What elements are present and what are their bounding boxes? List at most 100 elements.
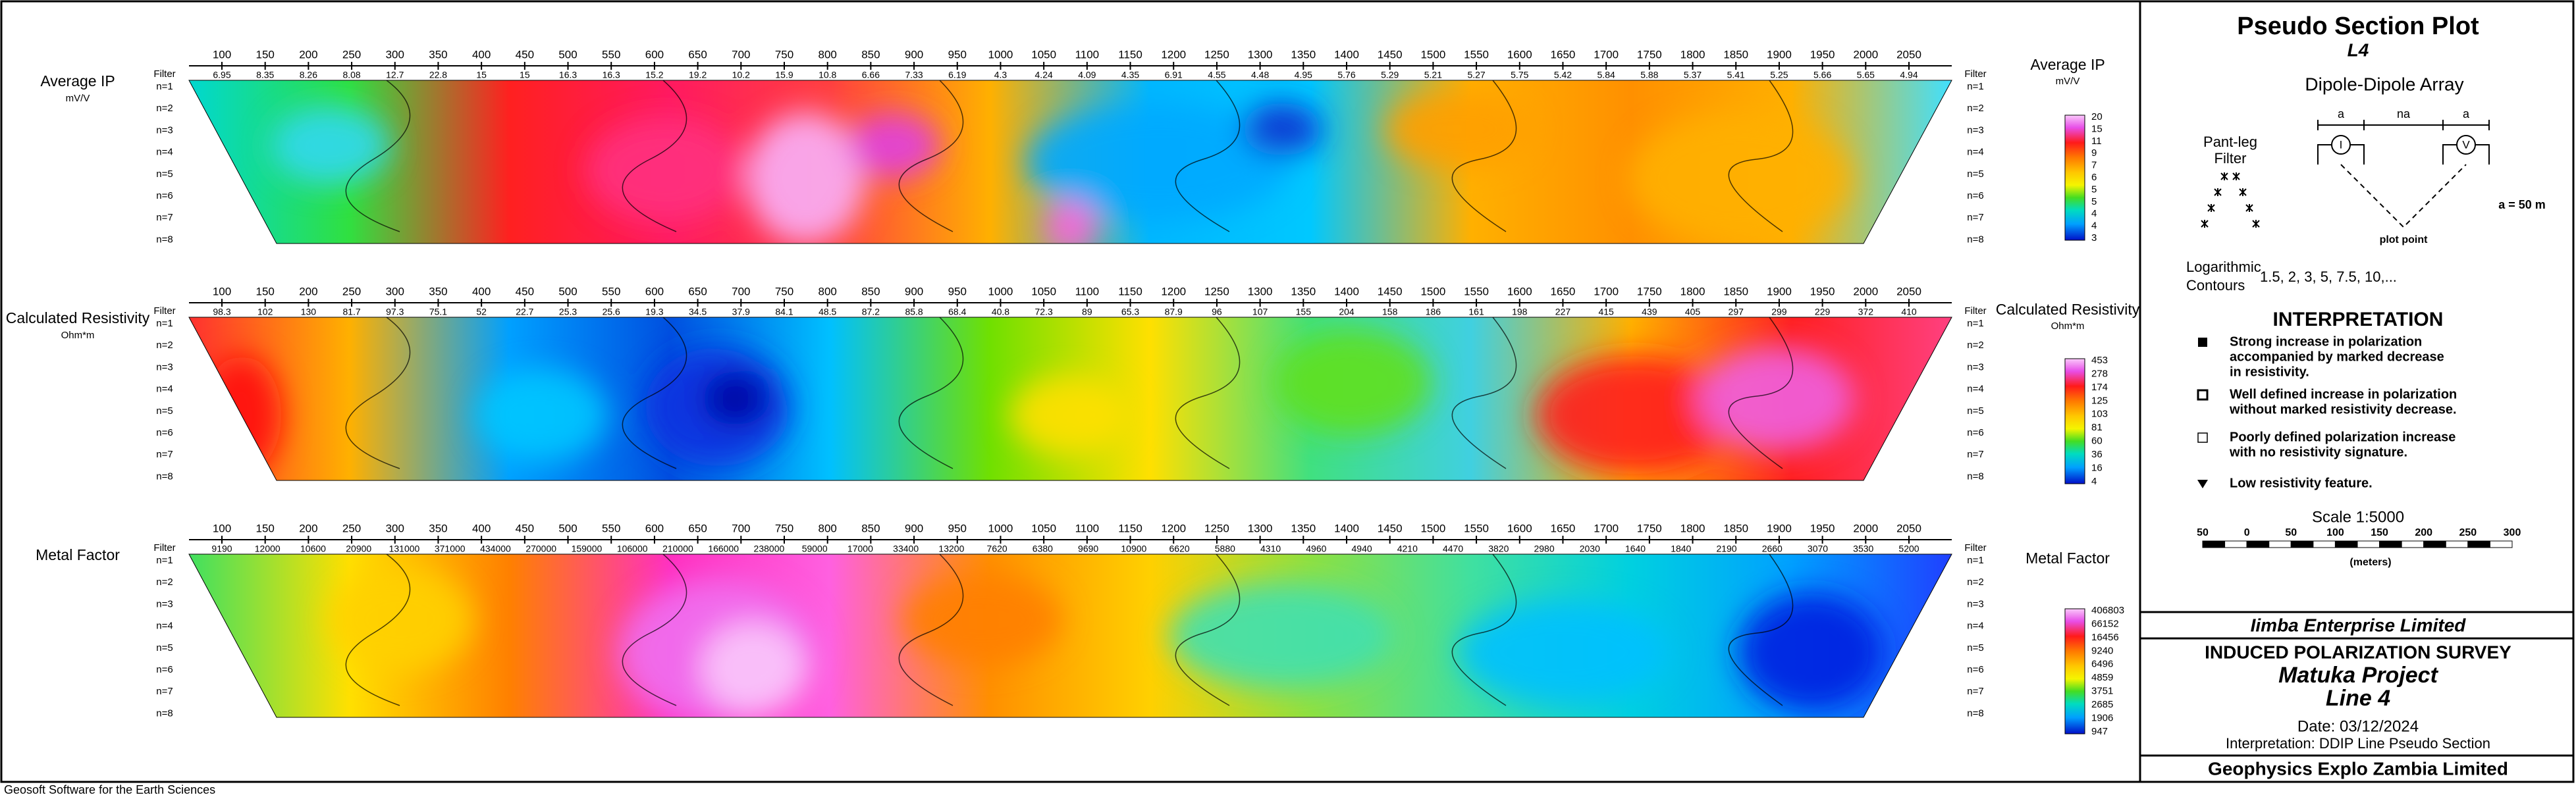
colorbar-label: 20 (2091, 111, 2103, 122)
colorbar (2064, 115, 2085, 241)
station-label: 750 (775, 48, 793, 61)
row-value: 48.5 (818, 307, 836, 317)
filter-star (2201, 220, 2209, 228)
scale-title: Scale 1:5000 (2312, 508, 2404, 526)
contour (345, 80, 411, 232)
station-label: 1450 (1378, 285, 1403, 297)
colorbar-label: 5 (2091, 196, 2097, 207)
scale-label: 300 (2504, 527, 2521, 538)
colorbar-label: 3751 (2091, 686, 2113, 697)
station-label: 1650 (1551, 285, 1576, 297)
anomaly (1696, 346, 1855, 451)
row-value: 4960 (1306, 544, 1326, 554)
section-blobs (271, 90, 1852, 244)
station-label: 250 (342, 522, 361, 534)
row-value: 15 (520, 70, 530, 80)
scale-segment (2445, 540, 2469, 548)
n-label: n=3 (1967, 361, 1983, 373)
row-value: 65.3 (1121, 307, 1139, 317)
station-label: 100 (213, 285, 231, 297)
colorbar-label: 278 (2091, 368, 2108, 379)
legend-title: Calculated Resistivity (1996, 301, 2140, 318)
station-label: 350 (429, 522, 447, 534)
panel-units: mV/V (66, 93, 90, 104)
contractor: Geophysics Explo Zambia Limited (2208, 758, 2508, 779)
row-value: 4.94 (1900, 70, 1918, 80)
row-value: 20900 (346, 544, 371, 554)
n-label: n=4 (1967, 384, 1983, 395)
station-label: 800 (818, 285, 837, 297)
station-label: 550 (602, 285, 620, 297)
station-label: 1750 (1637, 48, 1662, 61)
row-value: 434000 (480, 544, 511, 554)
station-label: 1050 (1031, 285, 1056, 297)
row-value: 89 (1082, 307, 1092, 317)
row-value: 439 (1642, 307, 1657, 317)
scale-segment (2423, 540, 2446, 548)
interpretation-text: without marked resistivity decrease. (2229, 402, 2457, 417)
colorbar-label: 9240 (2091, 645, 2113, 656)
symbol-well (2197, 389, 2209, 401)
station-label: 1250 (1204, 285, 1229, 297)
n-label: n=1 (156, 555, 173, 566)
station-label: 1750 (1637, 522, 1662, 534)
anomaly (1628, 112, 1852, 244)
scale-segment (2246, 540, 2270, 548)
contour (622, 554, 687, 706)
n-label: n=1 (1967, 318, 1983, 329)
scale-segment (2334, 540, 2358, 548)
station-label: 1400 (1334, 522, 1359, 534)
station-label: 600 (645, 522, 664, 534)
row-value: 6380 (1033, 544, 1053, 554)
filter-label: Filter (1964, 542, 1986, 553)
scale-units: (meters) (2349, 557, 2391, 568)
station-label: 400 (472, 48, 491, 61)
station-label: 1600 (1507, 48, 1532, 61)
row-value: 10.8 (818, 70, 836, 80)
pseudo-section (189, 554, 1952, 717)
row-value: 161 (1468, 307, 1484, 317)
filter-star (2214, 188, 2222, 196)
row-value: 204 (1339, 307, 1355, 317)
filter-star (2245, 204, 2253, 212)
n-label: n=8 (156, 471, 173, 482)
station-label: 400 (472, 522, 491, 534)
project: Matuka Project (2278, 663, 2439, 688)
station-label: 900 (905, 285, 923, 297)
row-value: 72.3 (1035, 307, 1053, 317)
station-label: 1550 (1464, 522, 1489, 534)
row-value: 16.3 (559, 70, 577, 80)
station-label: 1050 (1031, 48, 1056, 61)
n-label: n=7 (1967, 449, 1983, 460)
electrode-symbol (2456, 135, 2476, 155)
array-label: na (2397, 107, 2411, 120)
symbol-low (2197, 480, 2208, 488)
row-value: 15.2 (645, 70, 663, 80)
contour (1728, 317, 1794, 469)
array-label: a (2463, 107, 2470, 120)
station-label: 200 (299, 285, 317, 297)
row-value: 22.8 (429, 70, 447, 80)
station-label: 2000 (1853, 48, 1878, 61)
station-label: 850 (861, 522, 880, 534)
footer: Geosoft Software for the Earth Sciences (4, 783, 215, 796)
scale-segment (2357, 540, 2380, 548)
interpretation-text: Strong increase in polarization (2230, 334, 2422, 349)
row-value: 8.35 (256, 70, 274, 80)
anomaly (903, 573, 1061, 666)
station-label: 450 (516, 522, 534, 534)
station-label: 300 (386, 285, 404, 297)
row-value: 5200 (1898, 544, 1919, 554)
colorbar-label: 36 (2091, 449, 2103, 460)
anomaly (1385, 90, 1531, 169)
n-label: n=6 (1967, 427, 1983, 438)
station-label: 1550 (1464, 48, 1489, 61)
spacing: a = 50 m (2498, 198, 2546, 211)
interpretation-note: Interpretation: DDIP Line Pseudo Section (2226, 735, 2490, 752)
row-value: 405 (1685, 307, 1701, 317)
colorbar-label: 4 (2091, 476, 2097, 487)
section-outline (188, 317, 1952, 481)
colorbar-label: 16456 (2091, 632, 2119, 643)
station-label: 500 (558, 285, 577, 297)
row-value: 130 (301, 307, 317, 317)
